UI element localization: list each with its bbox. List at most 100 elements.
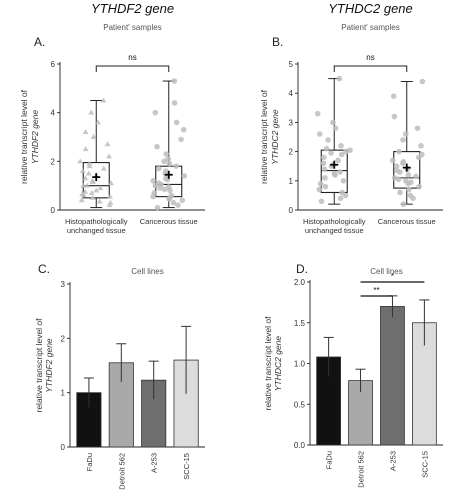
data-point <box>96 198 103 204</box>
data-point <box>337 169 343 175</box>
mean-marker <box>402 163 411 172</box>
significance-label: ns <box>128 53 136 62</box>
data-point <box>317 180 324 187</box>
significance-label: ** <box>373 286 379 295</box>
bar <box>380 306 405 446</box>
x-category-label: unchanged tissue <box>305 226 364 235</box>
data-point <box>338 142 344 149</box>
data-point <box>173 163 179 169</box>
x-category-label: A-253 <box>150 453 159 473</box>
significance-bracket <box>95 65 170 72</box>
gene-title: YTHDC2 gene <box>328 1 413 16</box>
data-point <box>416 183 422 190</box>
y-tick-label: 1.0 <box>294 360 306 369</box>
data-point <box>171 100 178 106</box>
data-point <box>82 146 89 152</box>
data-point <box>170 199 177 206</box>
chart-subtitle: Cell lines <box>370 267 402 276</box>
y-tick-label: 3 <box>289 118 294 127</box>
x-category-label: Cancerous tissue <box>378 217 436 226</box>
y-tick-label: 0 <box>289 206 294 215</box>
data-point <box>82 129 89 135</box>
data-point <box>316 186 323 193</box>
y-tick-label: 0.5 <box>294 400 306 409</box>
x-category-label: Detroit 562 <box>357 451 366 488</box>
data-point <box>413 173 419 180</box>
data-point <box>161 186 168 193</box>
chart-subtitle: Cell lines <box>131 267 163 276</box>
mean-marker <box>92 173 101 182</box>
data-point <box>317 131 323 137</box>
data-point <box>407 192 414 199</box>
data-point <box>396 148 402 155</box>
significance-label: ns <box>366 53 374 62</box>
y-axis-label-line2: YTHDF2 gene <box>44 338 54 393</box>
panel-b: YTHDC2 gene B. Patient' samples relative tr… <box>259 1 443 235</box>
data-point <box>323 145 330 152</box>
mean-marker <box>330 160 339 169</box>
data-point <box>107 193 114 199</box>
data-point <box>391 113 398 120</box>
data-point <box>77 158 84 164</box>
panel-letter: C. <box>38 262 50 276</box>
data-point <box>89 194 96 200</box>
data-point <box>154 143 160 150</box>
x-category-label: Histopathologically <box>303 217 366 226</box>
data-point <box>80 182 87 188</box>
y-tick-label: 3 <box>61 280 66 289</box>
y-tick-label: 2.0 <box>294 278 306 287</box>
y-axis-label-line2: YTHDC2 gene <box>273 336 283 392</box>
panel-d: D. Cell lines relative transcript level of… <box>263 262 443 488</box>
data-point <box>150 193 156 200</box>
data-point <box>403 178 409 184</box>
data-point <box>322 183 329 190</box>
x-category-label: Detroit 562 <box>117 453 126 490</box>
y-tick-label: 0 <box>51 206 56 215</box>
data-point <box>339 189 345 196</box>
data-point <box>400 159 407 165</box>
data-point <box>181 173 188 179</box>
data-point <box>330 119 336 126</box>
y-tick-label: 2 <box>289 148 294 157</box>
data-point <box>343 148 349 155</box>
data-point <box>405 172 412 178</box>
panel-letter: B. <box>272 35 283 49</box>
data-point <box>414 125 421 132</box>
y-axis-label-line2: YTHDF2 gene <box>30 110 40 165</box>
data-point <box>100 97 107 103</box>
x-category-label: Histopathologically <box>65 217 128 226</box>
data-point <box>400 201 407 207</box>
data-point <box>338 151 345 158</box>
data-point <box>173 119 180 126</box>
y-tick-label: 2 <box>51 157 56 166</box>
y-tick-label: 2 <box>61 334 66 343</box>
data-point <box>154 204 161 211</box>
x-category-label: FaDu <box>85 453 94 471</box>
data-point <box>180 126 187 133</box>
data-point <box>406 186 412 193</box>
data-point <box>347 147 353 153</box>
x-category-label: A-253 <box>388 451 397 471</box>
y-tick-label: 1 <box>289 177 294 186</box>
data-point <box>100 165 107 171</box>
data-point <box>88 109 95 115</box>
data-point <box>97 185 104 191</box>
data-point <box>78 197 85 203</box>
data-point <box>325 137 331 143</box>
y-tick-label: 1 <box>61 389 66 398</box>
data-point <box>391 175 398 181</box>
x-category-label: Cancerous tissue <box>140 217 198 226</box>
data-point <box>106 153 113 159</box>
data-point <box>394 167 400 174</box>
y-axis-label-line1: relative transcript level of <box>263 316 273 411</box>
data-point <box>340 178 347 184</box>
data-point <box>419 151 425 158</box>
panel-a: YTHDF2 gene A. Patient' samples relative tr… <box>19 1 205 235</box>
chart-subtitle: Patient' samples <box>341 23 399 32</box>
data-point <box>158 181 165 188</box>
significance-bracket <box>333 65 408 72</box>
data-point <box>390 93 397 99</box>
data-point <box>175 202 181 208</box>
data-point <box>104 141 111 147</box>
